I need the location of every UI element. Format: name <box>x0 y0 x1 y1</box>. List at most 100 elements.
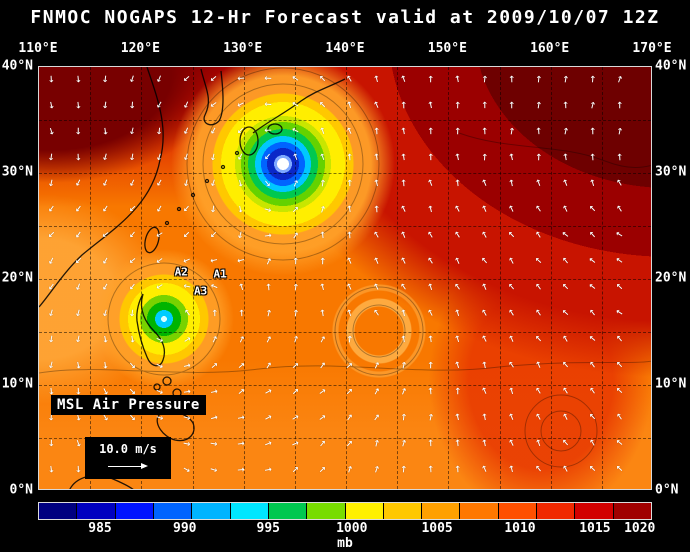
wind-speed-label: 10.0 m/s <box>99 442 157 456</box>
grid-line <box>141 67 143 489</box>
coastline-island <box>153 383 161 391</box>
colorbar-cell <box>230 503 269 519</box>
colorbar-tick: 990 <box>172 521 197 536</box>
grid-line <box>243 67 245 489</box>
coastline-path <box>200 68 224 126</box>
colorbar-cell <box>498 503 538 519</box>
colorbar-units-label: mb <box>337 536 353 551</box>
pressure-colorbar <box>38 502 652 520</box>
colorbar-cell <box>383 503 423 519</box>
coastline-island <box>164 220 170 226</box>
lon-tick-label: 140°E <box>325 41 365 56</box>
pressure-map: → → → → → → → → → → → → → → → → → → → → → → → → → → → → → → → → → → → → → → → →… <box>38 66 652 490</box>
lon-tick-label: 130°E <box>223 41 263 56</box>
colorbar-tick: 985 <box>88 521 112 536</box>
lat-tick-label-right: 40°N <box>655 58 687 74</box>
page-title: FNMOC NOGAPS 12-Hr Forecast valid at 200… <box>30 7 660 28</box>
isobar-contour <box>186 67 380 261</box>
grid-line <box>90 67 92 489</box>
coastline-island <box>234 150 240 156</box>
grid-line <box>346 67 347 489</box>
lat-tick-label-right: 20°N <box>655 270 687 286</box>
arrow-head <box>141 463 148 469</box>
lon-tick-label: 170°E <box>632 41 672 56</box>
lat-tick-label-right: 30°N <box>655 164 687 180</box>
lon-tick-label: 120°E <box>120 41 160 56</box>
isobar-contour <box>334 286 424 376</box>
grid-line <box>39 120 651 121</box>
colorbar-cell <box>575 503 614 519</box>
coastline-island <box>239 126 259 156</box>
colorbar-cell <box>613 503 651 519</box>
colorbar-cell <box>153 503 193 519</box>
grid-line <box>499 67 501 489</box>
coastline-path <box>136 293 166 367</box>
colorbar-tick-labels: 985 990 995 1000 1005 1010 1015 1020 <box>38 521 656 536</box>
isobar-contour <box>352 304 406 358</box>
storm-track-label: A3 <box>194 284 208 298</box>
grid-line <box>550 67 552 489</box>
grid-line <box>39 173 651 174</box>
grid-line <box>601 67 603 489</box>
lat-tick-label-right: 10°N <box>655 376 687 392</box>
lat-tick-label-right: 0°N <box>655 482 679 498</box>
colorbar-tick: 1015 <box>579 521 611 536</box>
wind-speed-legend: 10.0 m/s <box>85 437 171 479</box>
isobar-contour <box>39 360 651 374</box>
lat-tick-label-left: 30°N <box>1 164 33 180</box>
grid-line <box>397 67 399 489</box>
storm-track-label: A2 <box>174 265 188 279</box>
arrow-shaft <box>108 466 141 467</box>
grid-line <box>39 438 651 439</box>
coastline-path <box>252 78 346 134</box>
colorbar-cell <box>537 503 576 519</box>
grid-line <box>39 332 651 333</box>
colorbar-cell <box>422 503 461 519</box>
colorbar-cell <box>345 503 384 519</box>
grid-lines <box>39 67 651 489</box>
lat-tick-label-left: 20°N <box>1 270 33 286</box>
latitude-axis-left: 40°N 30°N 20°N 10°N 0°N <box>0 0 35 552</box>
colorbar-cell <box>39 503 78 519</box>
colorbar-cell <box>268 503 308 519</box>
isobar-contour <box>458 132 651 168</box>
lat-tick-label-left: 10°N <box>1 376 33 392</box>
colorbar-cell <box>77 503 116 519</box>
longitude-axis: 110°E 120°E 130°E 140°E 150°E 160°E 170°E <box>0 41 690 57</box>
coastline-path <box>69 474 134 489</box>
grid-line <box>448 67 450 489</box>
grid-line <box>294 67 296 489</box>
colorbar-cell <box>115 503 154 519</box>
coastline-island <box>267 123 283 135</box>
field-label: MSL Air Pressure <box>51 395 206 415</box>
coastline-island <box>176 206 182 212</box>
lon-tick-label: 110°E <box>18 41 58 56</box>
isobar-contour <box>524 394 598 468</box>
coastline-island <box>204 178 210 184</box>
colorbar-cell <box>307 503 346 519</box>
grid-line <box>192 67 194 489</box>
lon-tick-label: 160°E <box>530 41 570 56</box>
wind-legend-arrow-icon <box>108 462 148 471</box>
storm-track-label: A1 <box>213 267 227 281</box>
isobar-contour <box>202 83 364 245</box>
coastline-island <box>220 164 226 170</box>
colorbar-tick: 1005 <box>421 521 453 536</box>
colorbar-tick: 995 <box>256 521 280 536</box>
colorbar-cell <box>460 503 499 519</box>
latitude-axis-right: 40°N 30°N 20°N 10°N 0°N <box>655 0 690 552</box>
colorbar-tick: 1010 <box>504 521 536 536</box>
lon-tick-label: 150°E <box>427 41 467 56</box>
colorbar-tick: 1020 <box>624 521 656 536</box>
lat-tick-label-left: 0°N <box>9 482 33 498</box>
lat-tick-label-left: 40°N <box>1 58 33 74</box>
isobar-contour <box>107 262 221 376</box>
coastline-path <box>39 67 164 308</box>
colorbar-cell <box>192 503 231 519</box>
colorbar-tick: 1000 <box>336 521 368 536</box>
coastline-island <box>144 226 160 254</box>
isobar-contour <box>540 410 582 452</box>
grid-line <box>39 226 651 227</box>
grid-line <box>39 279 651 280</box>
